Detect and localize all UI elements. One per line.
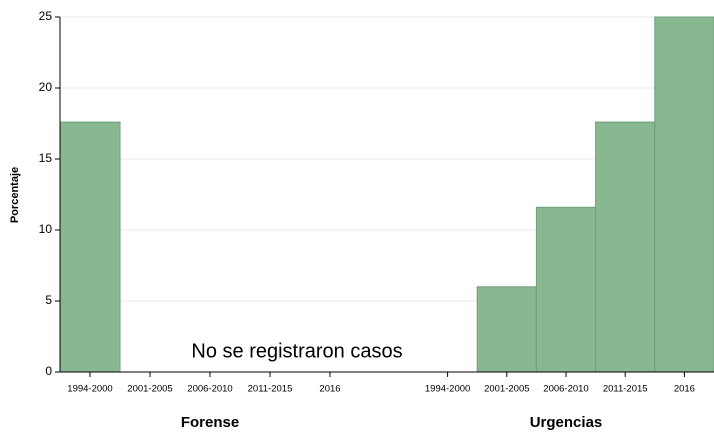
y-tick-label: 10 <box>39 222 53 236</box>
x-tick-label: 2006-2010 <box>187 384 232 395</box>
y-tick-label: 20 <box>39 80 53 94</box>
x-tick-label: 2016 <box>674 384 695 395</box>
bar <box>595 121 656 373</box>
bar <box>654 16 714 373</box>
x-tick-label: 2016 <box>319 384 340 395</box>
x-tick-label: 2011-2015 <box>248 384 293 395</box>
x-tick-label: 1994-2000 <box>425 384 470 395</box>
x-tick-label: 1994-2000 <box>67 384 112 395</box>
bar <box>535 206 597 373</box>
panel-title: Urgencias <box>530 414 603 431</box>
x-tick-label: 2011-2015 <box>603 384 648 395</box>
x-tick-label: 2006-2010 <box>543 384 588 395</box>
y-tick-label: 0 <box>45 364 52 378</box>
bar <box>59 121 121 373</box>
y-axis-label: Porcentaje <box>9 167 21 223</box>
y-tick-label: 25 <box>39 9 53 23</box>
annotation: No se registraron casos <box>191 340 402 362</box>
y-tick-label: 5 <box>45 293 52 307</box>
y-tick-label: 15 <box>39 151 53 165</box>
x-tick-label: 2001-2005 <box>127 384 172 395</box>
bar <box>476 286 537 373</box>
x-tick-label: 2001-2005 <box>484 384 529 395</box>
panel-title: Forense <box>181 414 239 431</box>
